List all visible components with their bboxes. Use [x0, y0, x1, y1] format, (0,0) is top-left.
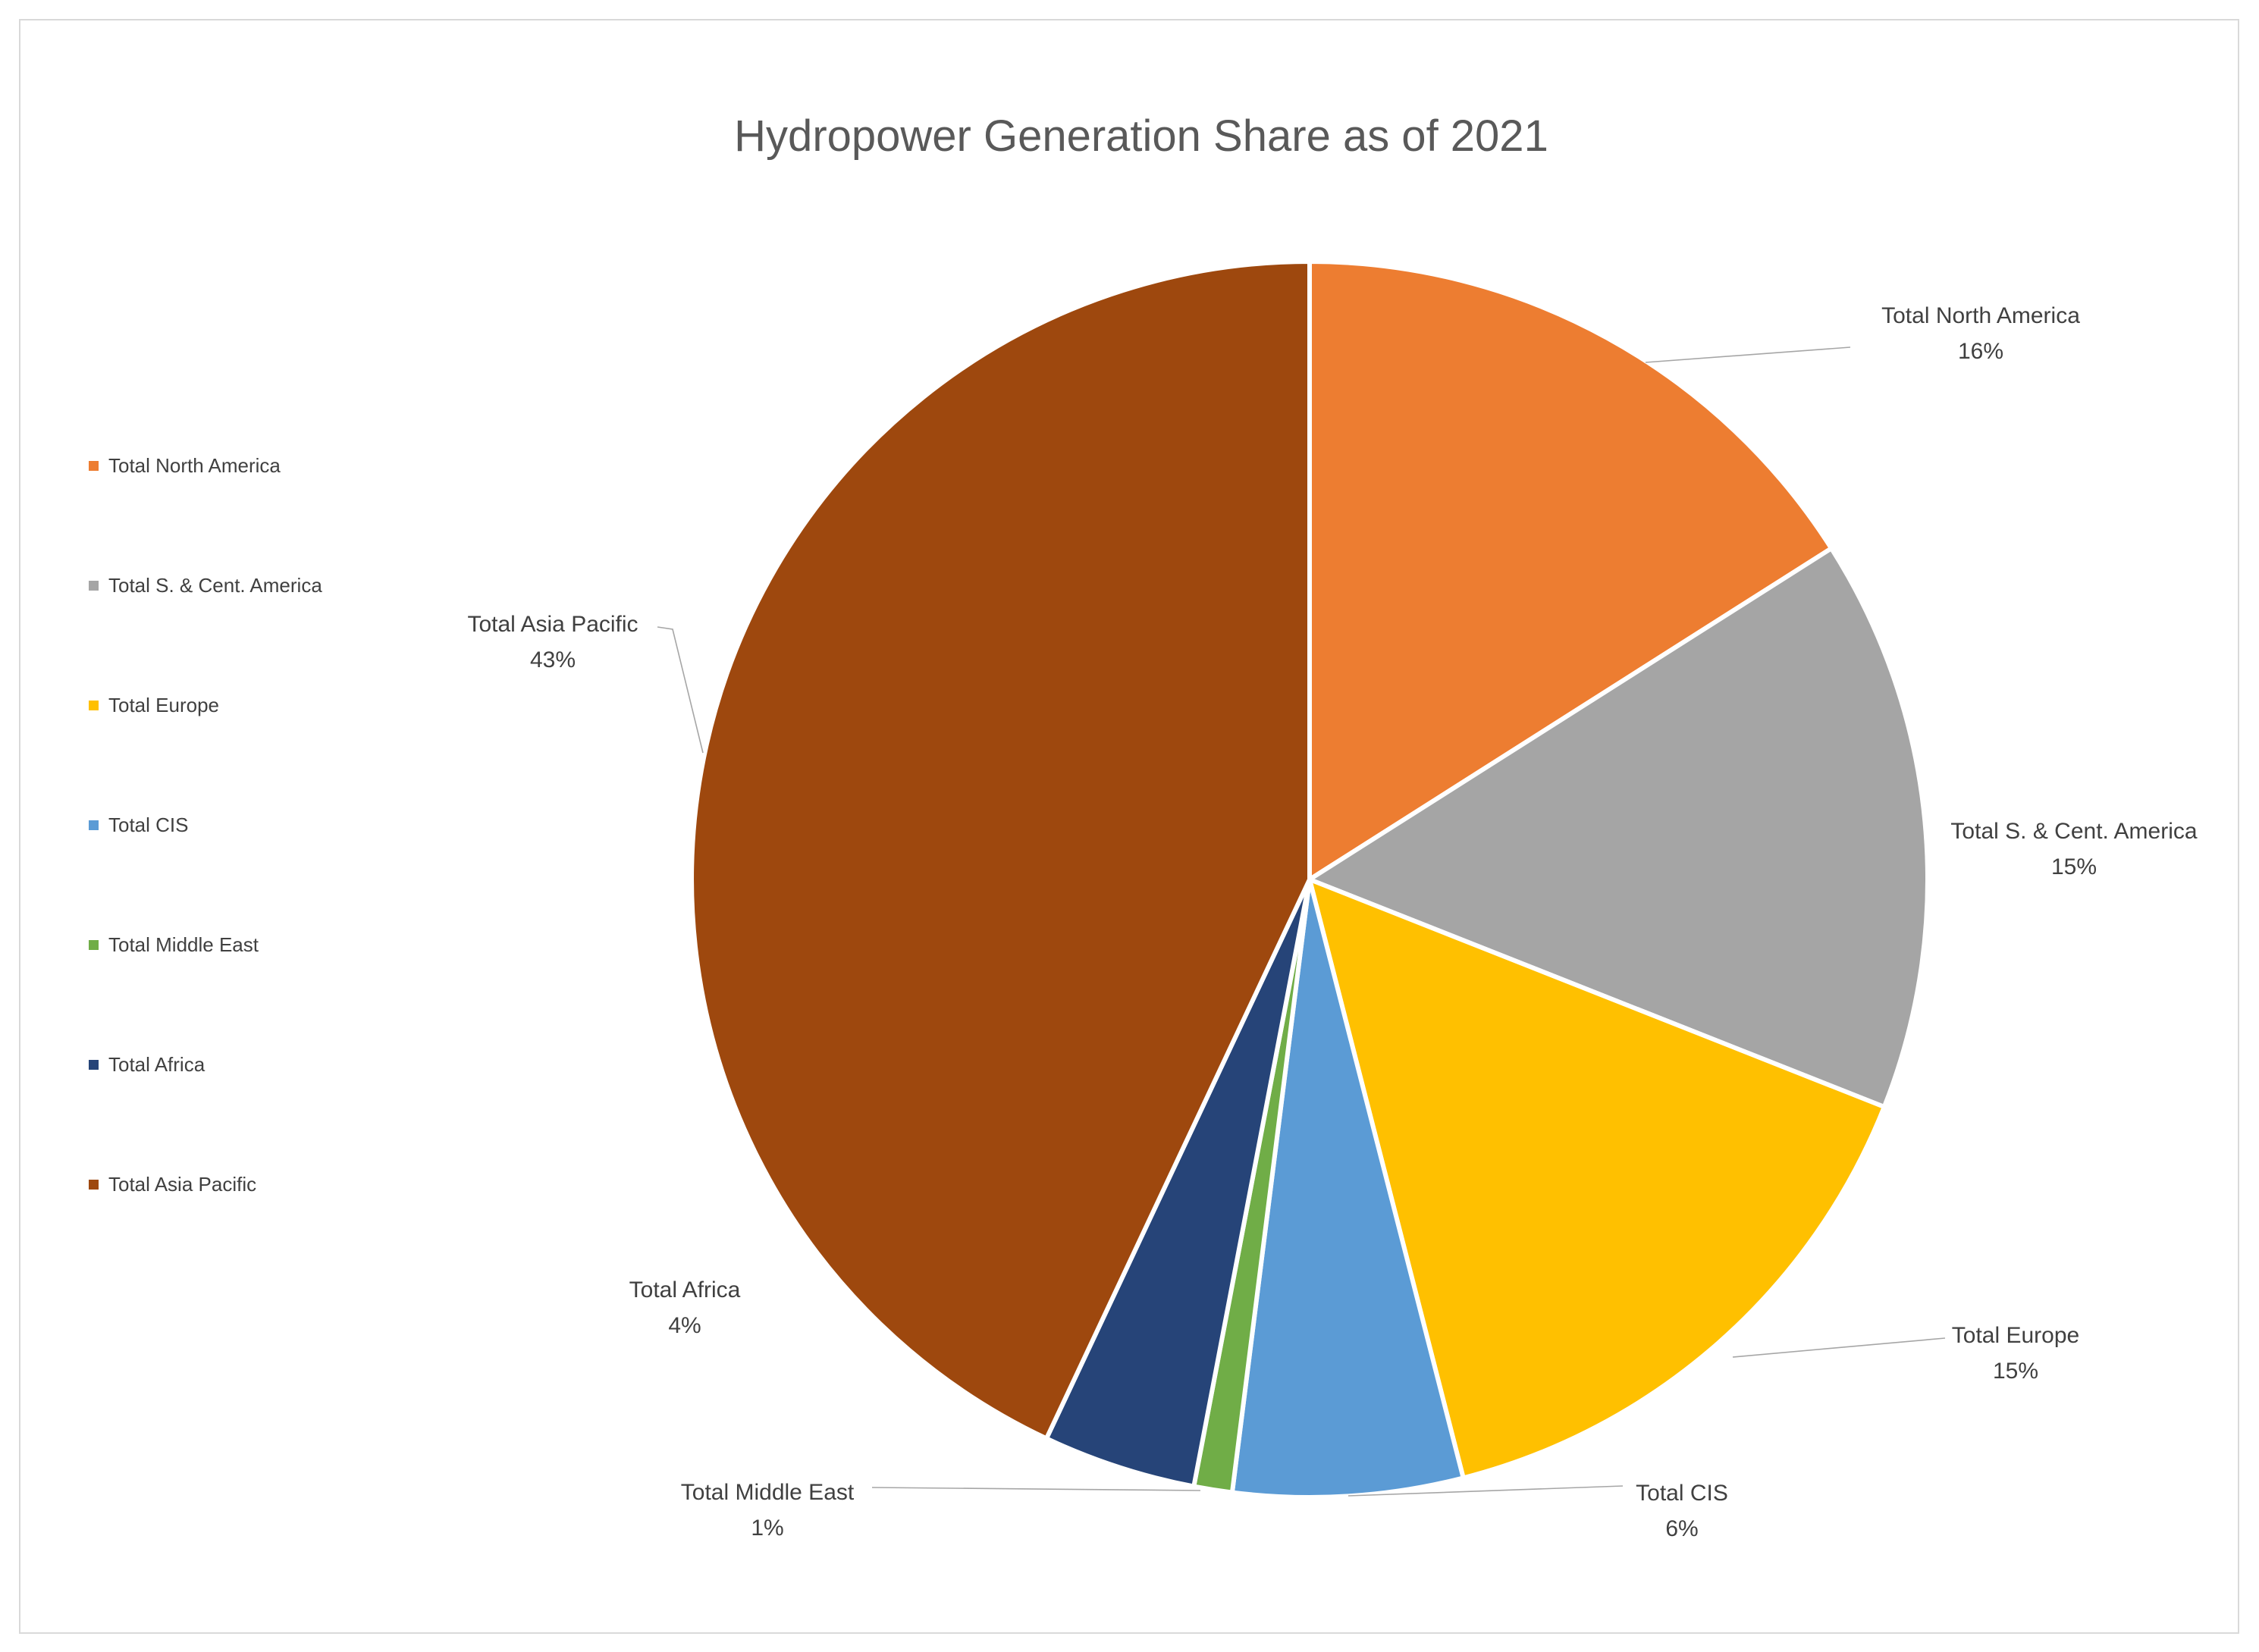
- data-label-category: Total North America: [1881, 303, 2080, 328]
- pie-slice-total-asia-pacific: [689, 259, 1312, 1441]
- data-label-percent: 15%: [2050, 854, 2097, 879]
- legend-marker-total-asia-pacific: [89, 1180, 99, 1190]
- legend-label: Total Europe: [108, 694, 219, 716]
- pie-slice-total-north-america: [1307, 259, 1834, 882]
- data-label-category: Total Europe: [1951, 1323, 2080, 1348]
- legend-label: Total North America: [108, 454, 281, 477]
- pie-slice-total-europe: [1307, 877, 1887, 1481]
- data-label-percent: 15%: [1992, 1359, 2039, 1384]
- data-label-percent: 6%: [1665, 1516, 1699, 1541]
- data-label-category: Total CIS: [1636, 1481, 1728, 1506]
- data-label-percent: 4%: [668, 1313, 701, 1338]
- legend-marker-total-cis: [89, 820, 99, 830]
- legend-marker-total-middle-east: [89, 940, 99, 950]
- legend-label: Total Middle East: [108, 933, 259, 956]
- data-label-percent: 1%: [751, 1516, 784, 1541]
- data-label-total-cis: Total CIS 6%: [1636, 1475, 1728, 1547]
- legend-label: Total Asia Pacific: [108, 1173, 257, 1196]
- data-label-category: Total Africa: [629, 1277, 741, 1302]
- legend-marker-total-africa: [89, 1060, 99, 1070]
- data-label-total-africa: Total Africa 4%: [629, 1272, 741, 1343]
- leader-line-total-europe: [1732, 1337, 1946, 1358]
- legend-item-total-cis: Total CIS: [89, 813, 189, 837]
- data-label-category: Total S. & Cent. America: [1950, 819, 2198, 844]
- data-label-total-asia-pacific: Total Asia Pacific 43%: [467, 607, 638, 678]
- pie-slice-total-africa: [1044, 877, 1312, 1489]
- pie-slice-total-s-cent-america: [1307, 546, 1930, 1109]
- data-label-total-north-america: Total North America 16%: [1881, 298, 2080, 369]
- legend-item-total-asia-pacific: Total Asia Pacific: [89, 1173, 256, 1196]
- legend-item-total-north-america: Total North America: [89, 454, 281, 478]
- legend-item-total-s-cent-america: Total S. & Cent. America: [89, 574, 322, 597]
- legend-label: Total S. & Cent. America: [108, 574, 322, 597]
- legend-label: Total Africa: [108, 1053, 206, 1076]
- chart-title: Hydropower Generation Share as of 2021: [734, 111, 1548, 161]
- legend-label: Total CIS: [108, 813, 189, 836]
- data-label-total-s-cent-america: Total S. & Cent. America 15%: [1950, 813, 2197, 885]
- data-label-category: Total Asia Pacific: [467, 612, 638, 637]
- data-label-percent: 43%: [529, 647, 576, 672]
- legend-item-total-middle-east: Total Middle East: [89, 933, 259, 957]
- data-label-total-middle-east: Total Middle East 1%: [681, 1475, 854, 1546]
- leader-line-total-cis: [1348, 1485, 1624, 1497]
- legend-marker-total-s-cent-america: [89, 581, 99, 591]
- data-label-category: Total Middle East: [680, 1480, 855, 1505]
- legend-item-total-europe: Total Europe: [89, 694, 219, 717]
- legend-marker-total-europe: [89, 701, 99, 710]
- leader-line-total-middle-east: [871, 1487, 1201, 1491]
- legend-marker-total-north-america: [89, 461, 99, 471]
- leader-line-total-north-america: [1645, 346, 1851, 363]
- leader-line-total-asia-pacific: [657, 626, 704, 754]
- data-label-total-europe: Total Europe 15%: [1952, 1318, 2079, 1389]
- legend-item-total-africa: Total Africa: [89, 1053, 205, 1077]
- data-label-percent: 16%: [1957, 339, 2004, 364]
